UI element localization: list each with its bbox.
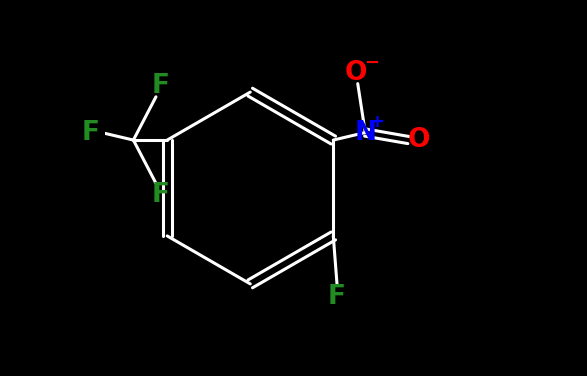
Text: F: F (81, 120, 99, 146)
Text: F: F (328, 284, 346, 310)
Text: +: + (369, 113, 384, 131)
Text: O: O (345, 60, 367, 86)
Text: F: F (151, 73, 170, 99)
Text: F: F (151, 182, 170, 208)
Text: −: − (365, 54, 380, 72)
Text: O: O (408, 127, 430, 153)
Text: N: N (355, 120, 376, 146)
